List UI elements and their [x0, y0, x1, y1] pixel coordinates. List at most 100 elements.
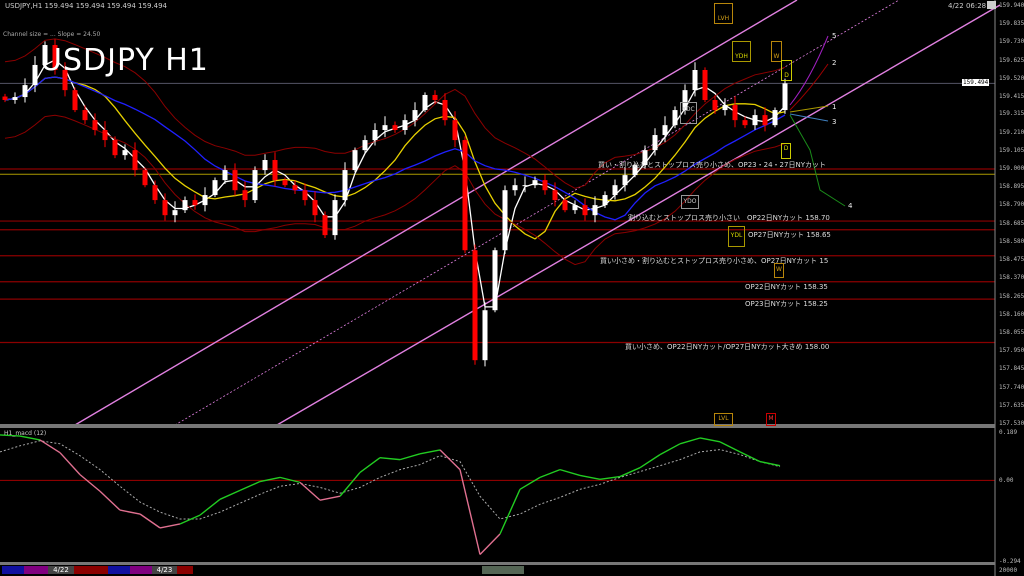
- price-tick-label: 158.685: [999, 219, 1024, 227]
- marker-lvl: LVL: [714, 413, 733, 426]
- level-note: 買い小さめ・割り込むとストップロス売り小さめ、OP27日NYカット 15: [600, 256, 829, 265]
- macd-axis-bottom: -0.294: [999, 558, 1021, 565]
- candle-bear: [2, 96, 8, 101]
- candle-bull: [22, 85, 28, 98]
- projection-line-2: [789, 63, 829, 111]
- candle-bull: [122, 150, 128, 156]
- candle-bull: [362, 140, 368, 151]
- candle-bear: [62, 70, 68, 91]
- macd-segment: [639, 454, 661, 469]
- session-europe: [24, 566, 48, 574]
- price-tick-label: 158.475: [999, 256, 1024, 264]
- candle-bull: [682, 90, 688, 111]
- macd-segment: [579, 474, 601, 481]
- macd-segment: [419, 449, 441, 455]
- candle-bull: [642, 150, 648, 166]
- candle-bear: [552, 190, 558, 201]
- candle-bear: [272, 160, 278, 181]
- macd-segment: [39, 439, 61, 454]
- channel-lower-line: [276, 4, 1001, 426]
- macd-segment: [599, 475, 621, 481]
- candle-bear: [312, 200, 318, 216]
- horizontal-scrollbar[interactable]: [482, 566, 524, 574]
- price-tick-label: 159.210: [999, 128, 1024, 136]
- session-europe-2: [130, 566, 152, 574]
- macd-segment: [679, 437, 701, 445]
- macd-segment: [499, 489, 521, 535]
- projection-label-4: 4: [848, 202, 853, 210]
- candle-bull: [532, 180, 538, 186]
- marker-ydo: YDO: [681, 195, 699, 209]
- candle-bull: [42, 45, 48, 65]
- volume-axis-label: 20000: [999, 567, 1018, 574]
- macd-segment: [459, 469, 481, 555]
- candle-bear: [582, 205, 588, 216]
- level-note: OP22日NYカット 158.35: [745, 282, 828, 291]
- date-label-2: 4/23: [152, 566, 177, 574]
- candle-bull: [482, 310, 488, 361]
- marker-ydl: YDL: [728, 226, 745, 247]
- candle-bull: [402, 120, 408, 131]
- macd-segment: [0, 434, 21, 437]
- session-asia-2: [108, 566, 130, 574]
- channel-info: Channel size = ... Slope = 24.50: [3, 31, 101, 38]
- candle-bear: [462, 140, 468, 251]
- price-tick-label: 158.160: [999, 310, 1024, 318]
- ma-mid-line: [4, 76, 786, 240]
- candle-bull: [652, 135, 658, 151]
- price-tick-label: 159.000: [999, 165, 1024, 173]
- macd-segment: [719, 441, 741, 453]
- macd-segment: [339, 471, 361, 497]
- macd-segment: [519, 476, 541, 490]
- marker-d-low: D: [781, 143, 791, 159]
- candle-bear: [452, 120, 458, 141]
- price-tick-label: 157.530: [999, 420, 1024, 427]
- candle-bear: [442, 100, 448, 121]
- candle-bear: [192, 200, 198, 206]
- candle-bear: [232, 170, 238, 191]
- macd-segment: [699, 437, 721, 443]
- price-tick-label: 157.845: [999, 365, 1024, 373]
- macd-segment: [399, 453, 421, 461]
- candle-bull: [422, 94, 428, 111]
- candle-bear: [82, 110, 88, 121]
- projection-line-3: [789, 113, 829, 122]
- candle-bear: [432, 94, 438, 101]
- candle-bull: [412, 110, 418, 121]
- candle-bear: [712, 100, 718, 111]
- price-tick-label: 158.580: [999, 237, 1024, 245]
- price-tick-label: 159.520: [999, 74, 1024, 82]
- level-note: 買い・割り込むとストップロス売り小さめ、OP23・24・27日NYカット: [598, 161, 826, 170]
- macd-segment: [319, 495, 341, 501]
- macd-segment: [619, 467, 641, 478]
- candle-bull: [522, 185, 528, 187]
- candle-bull: [222, 170, 228, 181]
- symbol-info: USDJPY,H1 159.494 159.494 159.494 159.49…: [5, 2, 167, 10]
- candle-bull: [252, 170, 258, 201]
- date-label-1: 4/22: [48, 566, 74, 574]
- ma-fast-line: [4, 59, 786, 308]
- candle-bear: [322, 215, 328, 236]
- candle-bull: [352, 150, 358, 171]
- macd-segment: [159, 523, 181, 529]
- price-tick-label: 159.105: [999, 146, 1024, 154]
- projection-label-1: 1: [832, 103, 837, 111]
- current-price-label: 159.494: [962, 79, 990, 87]
- candle-bear: [392, 125, 398, 131]
- marker-d: D: [781, 60, 792, 81]
- candle-bull: [602, 195, 608, 206]
- macd-segment: [359, 457, 381, 473]
- candle-bull: [662, 125, 668, 136]
- session-asia: [2, 566, 24, 574]
- level-note: 割り込むとストップロス売り小さい OP22日NYカット 158.70: [628, 214, 830, 223]
- candle-bear: [702, 70, 708, 101]
- macd-label: H1_macd (12): [4, 430, 47, 437]
- candle-bear: [152, 185, 158, 201]
- macd-axis-zero: 0.00: [999, 477, 1014, 484]
- price-tick-label: 159.315: [999, 110, 1024, 118]
- chart-title: USDJPY H1: [40, 43, 209, 78]
- candle-bull: [772, 110, 778, 126]
- level-note: OP23日NYカット 158.25: [745, 300, 828, 309]
